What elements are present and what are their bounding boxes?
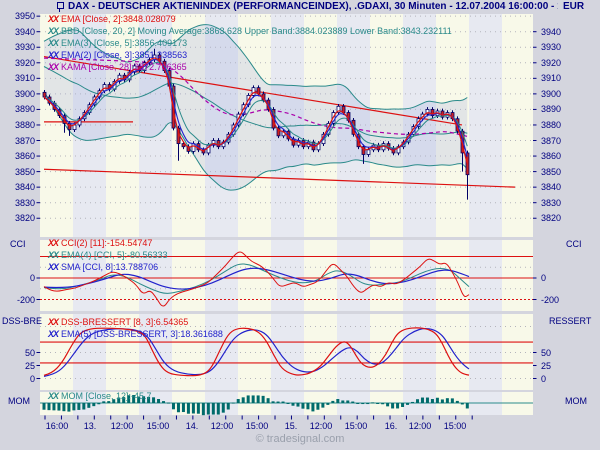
- price-tick-right: 3940: [541, 26, 562, 37]
- price-tick-left: 3850: [14, 166, 35, 177]
- time-axis-label: 15:00: [344, 421, 368, 431]
- time-axis-label: 15.: [284, 421, 298, 431]
- price-tick-left: 3910: [14, 73, 35, 84]
- time-axis-label: 12:00: [210, 421, 234, 431]
- price-tick-right: 3870: [541, 135, 562, 146]
- dss-tick-left: 25: [24, 360, 35, 371]
- cci-right-label: CCI: [566, 239, 582, 249]
- time-axis-label: 13.: [83, 421, 97, 431]
- momentum-panel-plot[interactable]: [40, 392, 533, 415]
- time-axis-label: 16.: [384, 421, 398, 431]
- mom-right-label: MOM: [565, 396, 587, 406]
- price-tick-right: 3820: [541, 213, 562, 224]
- dss-tick-right: 0: [541, 373, 547, 384]
- price-tick-left: 3930: [14, 42, 35, 53]
- price-tick-left: 3820: [14, 213, 35, 224]
- dss-tick-left: 0: [29, 373, 35, 384]
- price-tick-right: 3920: [541, 57, 562, 68]
- time-axis-label: 12:00: [110, 421, 134, 431]
- price-tick-right: 3900: [541, 88, 562, 99]
- time-axis-label: 14.: [185, 421, 199, 431]
- price-tick-right: 3880: [541, 119, 562, 130]
- dss-left-label: DSS-BRE: [2, 316, 43, 326]
- cci-tick-left: -200: [16, 294, 35, 305]
- dss-tick-left: 50: [24, 347, 35, 358]
- dss-tick-right: 50: [541, 347, 552, 358]
- price-tick-left: 3880: [14, 119, 35, 130]
- cci-tick-right: -200: [541, 294, 560, 305]
- cci-tick-left: 0: [29, 273, 35, 283]
- tradesignal-watermark: © tradesignal.com: [255, 433, 345, 445]
- price-tick-right: 3890: [541, 104, 562, 115]
- chart-header: DAX - DEUTSCHER AKTIENINDEX (PERFORMANCE…: [0, 0, 600, 14]
- time-axis-label: 12:00: [309, 421, 333, 431]
- time-axis-label: 12:00: [408, 421, 432, 431]
- dss-right-label: RESSERT: [549, 316, 592, 326]
- time-axis-label: 15:00: [443, 421, 467, 431]
- price-tick-left: 3860: [14, 151, 35, 162]
- price-tick-left: 3890: [14, 104, 35, 115]
- price-tick-left: 3920: [14, 57, 35, 68]
- price-tick-left: 3940: [14, 26, 35, 37]
- currency-label: EUR: [563, 1, 585, 12]
- dss-bressert-panel-plot[interactable]: [40, 314, 533, 390]
- cci-tick-right: 0: [541, 273, 547, 283]
- price-tick-left: 3900: [14, 88, 35, 99]
- price-tick-left: 3870: [14, 135, 35, 146]
- mom-left-label: MOM: [8, 396, 30, 406]
- price-tick-right: 3910: [541, 73, 562, 84]
- cci-left-label: CCI: [10, 239, 26, 249]
- dss-tick-right: 25: [541, 360, 552, 371]
- cci-panel-plot[interactable]: [40, 240, 533, 311]
- price-tick-right: 3860: [541, 151, 562, 162]
- time-axis-label: 16:00: [45, 421, 69, 431]
- pin-icon[interactable]: [56, 2, 64, 12]
- chart-title: DAX - DEUTSCHER AKTIENINDEX (PERFORMANCE…: [68, 1, 558, 12]
- price-tick-left: 3840: [14, 182, 35, 193]
- price-chart-plot[interactable]: [40, 14, 533, 237]
- time-axis-label: 15:00: [146, 421, 170, 431]
- price-tick-right: 3840: [541, 182, 562, 193]
- price-tick-left: 3830: [14, 197, 35, 208]
- time-axis-label: 15:00: [245, 421, 269, 431]
- price-tick-right: 3830: [541, 197, 562, 208]
- price-tick-right: 3930: [541, 42, 562, 53]
- price-tick-right: 3850: [541, 166, 562, 177]
